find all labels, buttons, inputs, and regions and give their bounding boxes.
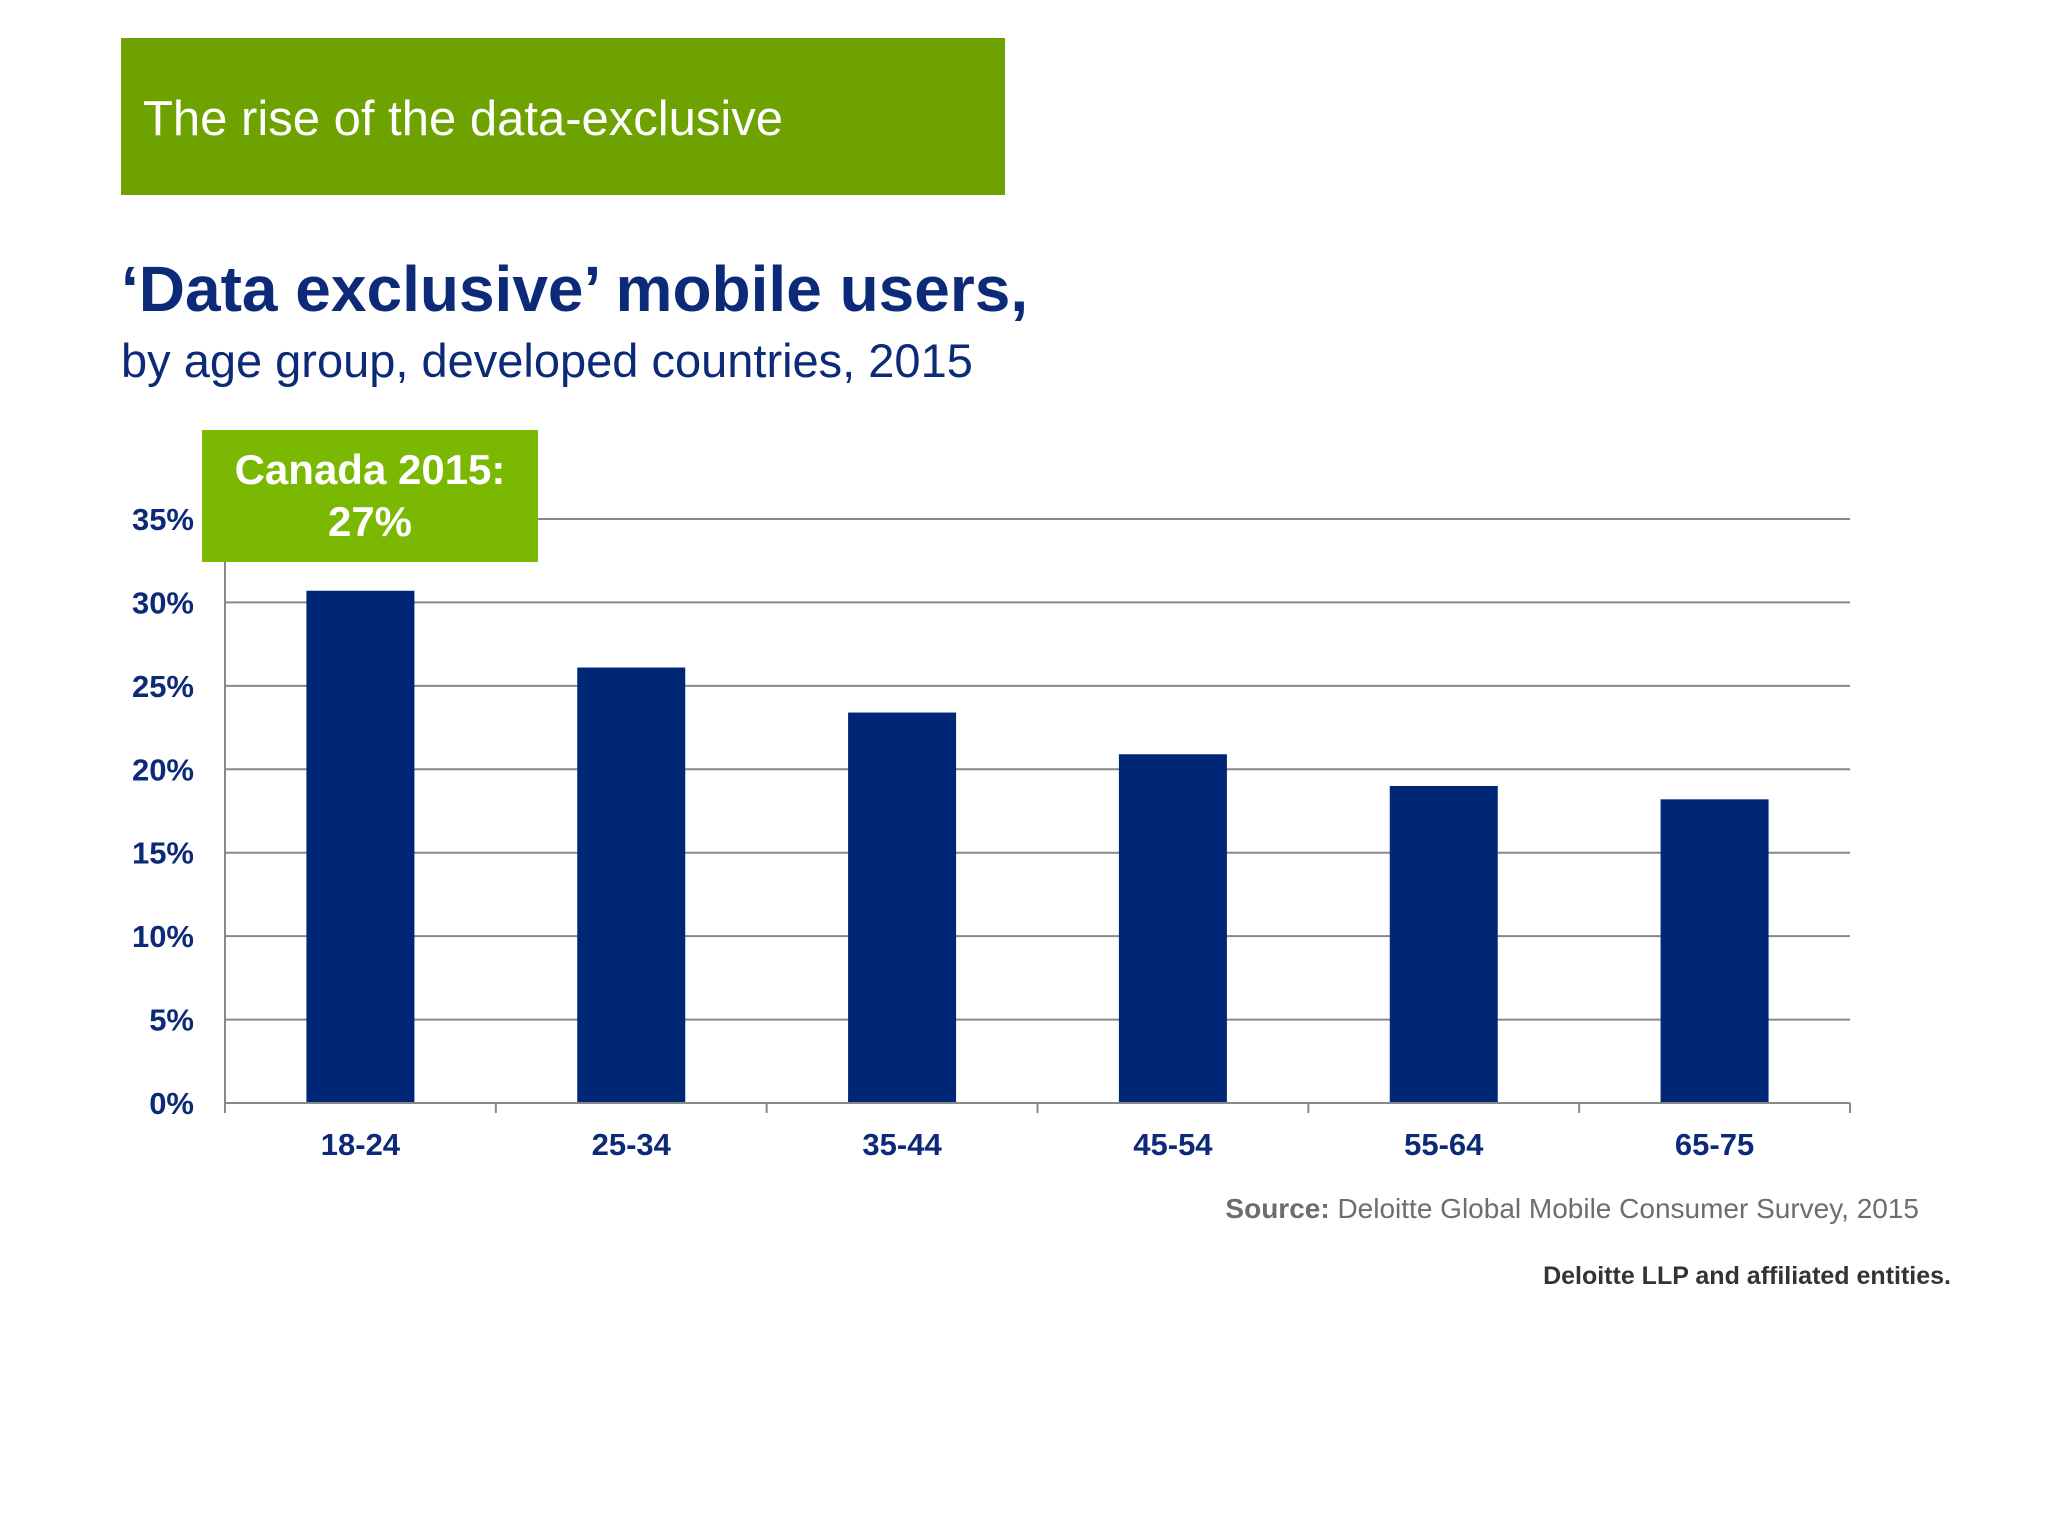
bar-25-34 [577,667,686,1103]
x-tick-label-35-44: 35-44 [862,1127,942,1162]
y-tick-label-20: 20% [132,752,194,787]
bar-45-54 [1118,754,1227,1103]
bar-18-24 [306,590,415,1103]
x-tick-label-18-24: 18-24 [321,1127,401,1162]
bar-35-44 [848,712,957,1103]
source-note: Source: Deloitte Global Mobile Consumer … [1225,1193,1919,1225]
y-tick-label-10: 10% [132,919,194,954]
footer-credit: Deloitte LLP and affiliated entities. [1543,1262,1951,1290]
callout-label: Canada 2015: [234,446,506,493]
source-text: Deloitte Global Mobile Consumer Survey, … [1337,1193,1919,1224]
tick-labels: 0% 5% 10% 15% 20% 25% 30% 35% 18-24 25-34 35-44 45-… [132,502,1754,1162]
x-tick-label-25-34: 25-34 [592,1127,672,1162]
y-tick-label-35: 35% [132,502,194,537]
bar-55-64 [1389,785,1498,1103]
x-tick-label-45-54: 45-54 [1133,1127,1213,1162]
bars [306,590,1769,1103]
gridlines [225,518,1850,1021]
y-tick-label-15: 15% [132,836,194,871]
x-tick-label-65-75: 65-75 [1675,1127,1754,1162]
x-tick-label-55-64: 55-64 [1404,1127,1484,1162]
canada-callout: Canada 2015: 27% [202,430,538,562]
chart-subtitle: by age group, developed countries, 2015 [121,334,973,387]
source-label: Source: [1225,1193,1330,1224]
y-tick-label-0: 0% [149,1086,194,1121]
y-tick-label-30: 30% [132,585,194,620]
banner-title: The rise of the data-exclusive [143,92,784,146]
y-tick-label-25: 25% [132,669,194,704]
y-tick-label-5: 5% [149,1003,194,1038]
header-banner: The rise of the data-exclusive [121,38,1005,195]
chart-title: ‘Data exclusive’ mobile users, [121,253,1029,325]
axes [224,511,1851,1113]
bar-65-75 [1660,799,1769,1103]
callout-value: 27% [327,498,413,545]
